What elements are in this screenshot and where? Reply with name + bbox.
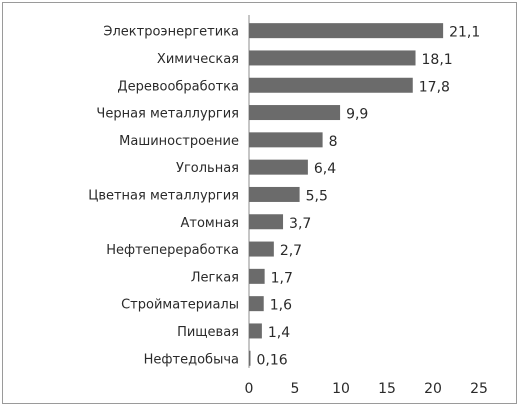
- value-label: 1,4: [268, 325, 290, 341]
- value-label: 2,7: [280, 243, 302, 259]
- value-label: 21,1: [449, 25, 480, 41]
- x-tick-label: 5: [291, 381, 300, 397]
- bar-8: [249, 214, 284, 230]
- value-label: 8: [329, 134, 338, 150]
- category-label: Машиностроение: [119, 134, 239, 149]
- category-label: Угольная: [176, 161, 239, 176]
- value-label: 1,7: [271, 270, 293, 286]
- bar-7: [249, 186, 300, 202]
- x-tick-label: 10: [332, 381, 350, 397]
- category-label: Цветная металлургия: [88, 188, 239, 203]
- bar-6: [249, 159, 308, 175]
- category-label: Деревообработка: [117, 79, 239, 94]
- category-label: Атомная: [180, 216, 239, 231]
- bar-10: [249, 268, 265, 284]
- value-label: 9,9: [346, 107, 368, 123]
- x-tick-label: 15: [378, 381, 396, 397]
- x-tick-label: 20: [424, 381, 442, 397]
- category-label: Нефтедобыча: [144, 352, 239, 367]
- bar-12: [249, 323, 262, 339]
- category-label: Стройматериалы: [121, 298, 239, 313]
- bar-chart: Электроэнергетика Химическая Деревообработ…: [88, 15, 488, 397]
- bar-4: [249, 105, 341, 121]
- value-label: 0,16: [256, 352, 287, 368]
- x-tick-label: 0: [245, 381, 254, 397]
- bar-1: [249, 23, 444, 39]
- bar-5: [249, 132, 323, 148]
- value-label: 17,8: [419, 79, 450, 95]
- category-label: Электроэнергетика: [103, 25, 239, 40]
- category-label: Легкая: [191, 270, 239, 285]
- chart-frame: Электроэнергетика Химическая Деревообработ…: [2, 2, 517, 404]
- category-label: Химическая: [157, 52, 239, 67]
- category-label: Черная металлургия: [96, 107, 239, 122]
- bar-13: [249, 350, 251, 366]
- bar-3: [249, 77, 413, 93]
- value-label: 18,1: [422, 52, 453, 68]
- category-label: Нефтепереработка: [106, 243, 239, 258]
- bar-2: [249, 50, 416, 66]
- value-label: 5,5: [306, 188, 328, 204]
- bar-11: [249, 296, 264, 312]
- value-label: 3,7: [289, 216, 311, 232]
- category-label: Пищевая: [177, 325, 239, 340]
- value-label: 1,6: [270, 298, 292, 314]
- bar-9: [249, 241, 274, 257]
- value-label: 6,4: [314, 161, 336, 177]
- x-tick-label: 25: [470, 381, 488, 397]
